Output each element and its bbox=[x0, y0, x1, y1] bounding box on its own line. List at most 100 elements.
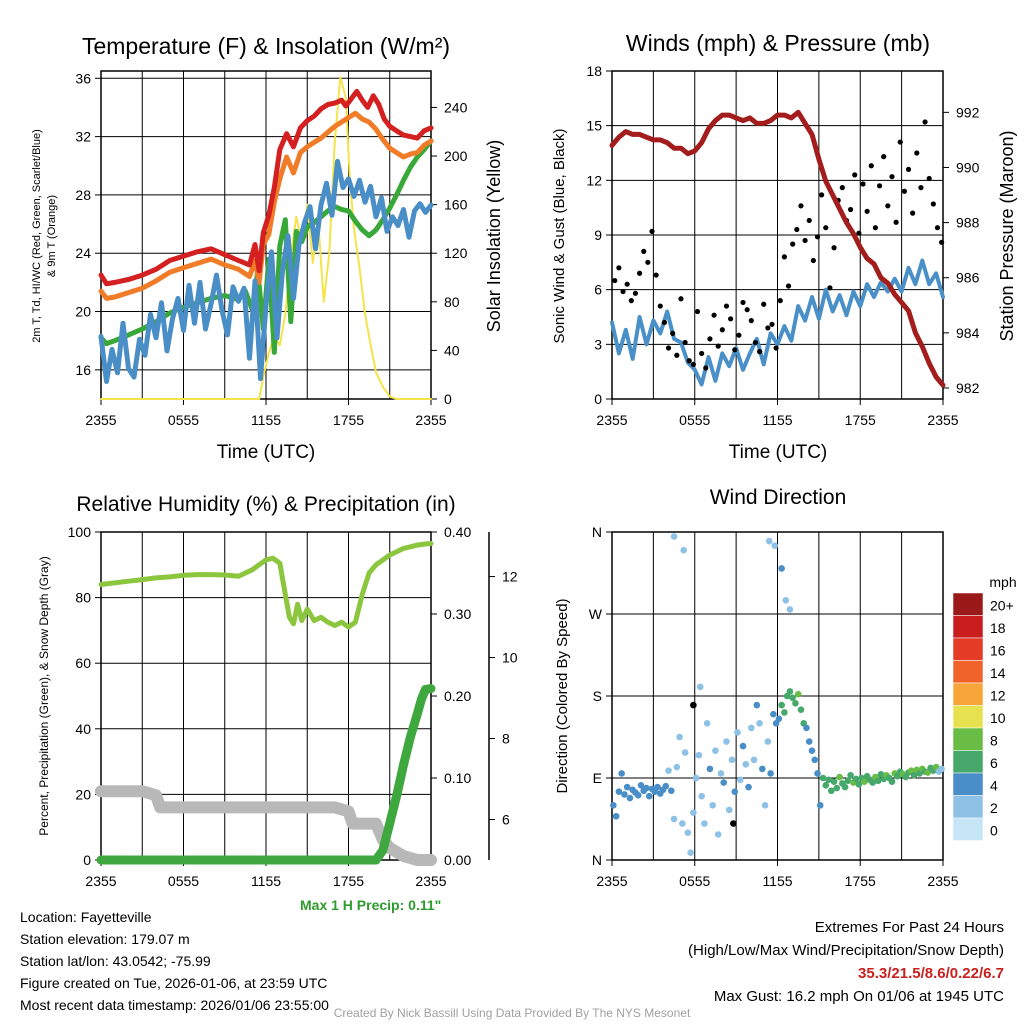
wind-x-axis-label: Time (UTC) bbox=[729, 442, 828, 463]
rh-y-tick-label: 80 bbox=[75, 590, 91, 606]
wind-gust-point bbox=[674, 352, 680, 358]
temp-right-axis-tick-label: 80 bbox=[444, 294, 460, 310]
rh-precip-axis-tick-label: 0.20 bbox=[444, 688, 471, 704]
extremes-values: 35.3/21.5/8.6/0.22/6.7 bbox=[858, 965, 1004, 982]
dir-point bbox=[728, 756, 736, 764]
dir-x-tick-label: 1155 bbox=[762, 873, 792, 889]
wind-gust-point bbox=[665, 345, 672, 351]
dir-point bbox=[786, 606, 794, 613]
wind-gust-point bbox=[922, 119, 928, 125]
rh-series-precipitation bbox=[96, 684, 436, 865]
dir-point bbox=[841, 783, 849, 791]
rh-precip-axis-tick-label: 0.30 bbox=[444, 606, 471, 622]
legend-swatch bbox=[952, 615, 984, 639]
extremes-box: Extremes For Past 24 Hours (High/Low/Max… bbox=[688, 916, 1004, 1008]
dir-point bbox=[888, 778, 896, 785]
dir-point bbox=[731, 788, 739, 795]
wind-gust-point bbox=[905, 166, 912, 172]
dir-x-tick-label: 2355 bbox=[596, 873, 627, 889]
dir-point bbox=[734, 729, 741, 736]
wind-gust-point bbox=[686, 358, 692, 364]
temperature-insolation-chart: 2355 0555 1155 1755 2355 16 20 24 28 32 36 0 40 80 120… bbox=[75, 70, 468, 428]
wind-gust-point bbox=[910, 210, 916, 216]
wind-gust-point bbox=[847, 206, 854, 213]
legend-swatch bbox=[952, 817, 984, 841]
wind-gust-point bbox=[699, 350, 705, 357]
wind-gust-point bbox=[612, 277, 618, 284]
wind-x-tick-label: 1755 bbox=[845, 412, 876, 428]
wind-y-tick-label: 0 bbox=[594, 391, 602, 407]
wind-gust-point bbox=[806, 217, 812, 224]
dir-point bbox=[679, 820, 686, 827]
credit-text: Created By Nick Bassill Using Data Provi… bbox=[333, 1006, 691, 1020]
rh-x-tick-label: 2355 bbox=[85, 873, 116, 889]
legend-swatch bbox=[952, 772, 984, 796]
wind-gust-point bbox=[715, 343, 721, 349]
dir-point bbox=[771, 542, 779, 549]
dir-point bbox=[803, 724, 810, 732]
wind-gust-point bbox=[798, 203, 804, 209]
wind-gust-point bbox=[926, 175, 932, 182]
legend-label: 10 bbox=[990, 710, 1006, 726]
dir-point bbox=[778, 565, 785, 572]
dir-y-axis-label: Direction (Colored By Speed) bbox=[554, 598, 571, 793]
dir-point bbox=[759, 765, 766, 773]
legend-title: mph bbox=[989, 574, 1016, 590]
recent-data-text: Most recent data timestamp: 2026/01/06 2… bbox=[20, 997, 329, 1013]
dir-y-tick-label: W bbox=[589, 606, 603, 622]
wind-y-tick-label: 18 bbox=[586, 63, 602, 79]
temp-right-axis-tick-label: 120 bbox=[444, 245, 468, 261]
dir-point bbox=[742, 761, 750, 768]
dir-point bbox=[781, 709, 788, 716]
legend-swatch bbox=[952, 795, 984, 819]
dir-point bbox=[797, 706, 805, 713]
wind-gust-point bbox=[732, 347, 738, 353]
temp-y-axis-label: 2m T, Td, HI/WC (Red, Green, Scarlet/Blu… bbox=[31, 129, 43, 343]
dir-chart-title: Wind Direction bbox=[710, 486, 847, 509]
wind-chart-title: Winds (mph) & Pressure (mb) bbox=[626, 30, 930, 56]
dir-y-tick-label: N bbox=[592, 524, 602, 540]
rh-y-tick-label: 0 bbox=[83, 852, 91, 868]
wind-gust-point bbox=[761, 301, 767, 307]
dir-point bbox=[692, 774, 700, 782]
dir-point bbox=[610, 802, 617, 809]
wind-series-station-pressure bbox=[609, 109, 946, 388]
dir-point bbox=[764, 738, 772, 745]
wind-direction-chart: 2355 0555 1155 1755 2355 N E S W N bbox=[589, 524, 959, 889]
extremes-subtitle: (High/Low/Max Wind/Precipitation/Snow De… bbox=[688, 942, 1004, 959]
legend-label: 6 bbox=[990, 755, 998, 771]
wind-gust-point bbox=[636, 270, 643, 276]
rh-snow-axis-tick-label: 8 bbox=[502, 731, 510, 747]
dir-point bbox=[869, 779, 876, 786]
dir-point bbox=[621, 791, 628, 798]
dir-point bbox=[701, 820, 708, 827]
speed-color-legend: mph 20+ 18 16 14 12 10 8 6 4 2 0 bbox=[952, 574, 1017, 841]
wind-gust-point bbox=[914, 150, 920, 156]
dir-point bbox=[761, 802, 769, 809]
wind-gust-point bbox=[864, 208, 870, 214]
wind-right-axis-tick-label: 990 bbox=[956, 159, 980, 175]
dir-y-tick-label: E bbox=[593, 770, 602, 786]
dir-point bbox=[778, 701, 785, 709]
wind-gust-point bbox=[881, 154, 887, 160]
dir-point bbox=[670, 815, 678, 823]
wind-gust-point bbox=[723, 303, 730, 309]
dir-point bbox=[827, 787, 835, 795]
dir-point bbox=[782, 597, 790, 604]
wind-gust-point bbox=[756, 349, 763, 355]
dir-x-tick-label: 1755 bbox=[845, 873, 876, 889]
dir-point bbox=[634, 792, 642, 799]
wind-gust-point bbox=[703, 365, 709, 371]
wind-gust-point bbox=[930, 201, 936, 207]
wind-y-tick-label: 15 bbox=[586, 118, 602, 134]
temp-x-tick-label: 2355 bbox=[85, 412, 116, 428]
rh-x-tick-label: 1155 bbox=[251, 873, 281, 889]
wind-gust-point bbox=[893, 219, 899, 225]
dir-point bbox=[706, 765, 714, 773]
wind-y-tick-label: 3 bbox=[594, 336, 602, 352]
wind-gust-point bbox=[802, 237, 808, 244]
rh-series-snow-depth bbox=[95, 785, 437, 866]
wind-gust-point bbox=[856, 230, 862, 236]
wind-gust-point bbox=[645, 259, 651, 265]
